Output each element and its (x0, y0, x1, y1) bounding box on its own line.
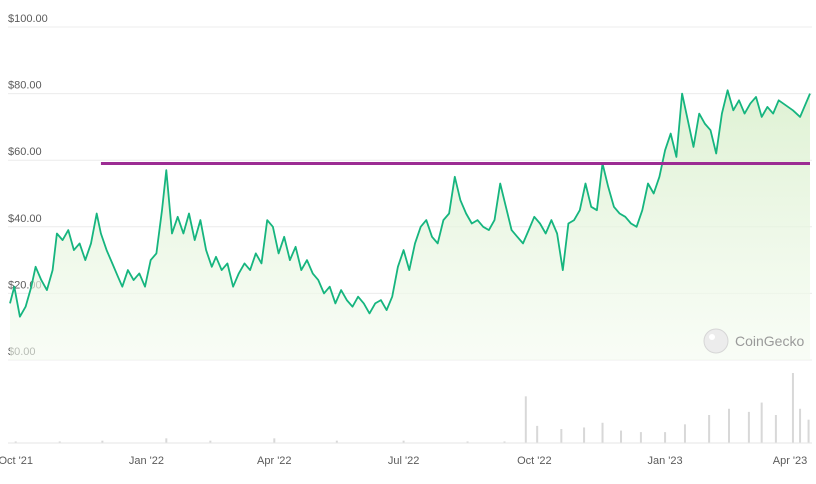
volume-bar (664, 432, 667, 443)
x-axis: Oct '21 Jan '22 Apr '22 Jul '22 Oct '22 Jan '… (0, 455, 807, 467)
volume-bar (760, 402, 763, 443)
volume-bar (639, 432, 642, 443)
x-tick-label: Jan '22 (129, 455, 164, 467)
volume-bar (165, 438, 168, 443)
x-tick-label: Jan '23 (647, 455, 682, 467)
volume-bar (335, 440, 338, 443)
volume-bar (747, 411, 750, 443)
volume-bar (209, 440, 212, 443)
volume-bar (503, 441, 506, 443)
y-tick-label: $80.00 (8, 80, 42, 92)
volume-bar (683, 424, 686, 443)
volume-bar (560, 429, 563, 443)
watermark-text: CoinGecko (735, 333, 804, 349)
volume-bar (273, 438, 276, 443)
volume-bar (466, 441, 469, 443)
volume-bar (524, 396, 527, 443)
volume-bar (601, 422, 604, 443)
y-tick-label: $40.00 (8, 213, 42, 225)
price-area (10, 90, 810, 361)
volume-bar (14, 441, 17, 443)
coingecko-logo-eye (709, 334, 715, 340)
volume-bar (799, 408, 802, 443)
volume-bar (536, 425, 539, 443)
x-tick-label: Oct '22 (517, 455, 552, 467)
volume-bar (402, 440, 405, 443)
x-tick-label: Jul '22 (388, 455, 419, 467)
price-line (9, 89, 811, 318)
volume-bar (791, 373, 794, 443)
volume-bar (58, 441, 61, 443)
x-tick-label: Apr '23 (773, 455, 808, 467)
volume-bar (101, 440, 104, 443)
volume-bars (14, 373, 810, 443)
coingecko-logo-icon (703, 328, 729, 354)
y-axis: $0.00$20.00$40.00$60.00$80.00$100.00 (8, 13, 48, 358)
coingecko-watermark: CoinGecko (703, 328, 804, 354)
volume-bar (583, 427, 586, 443)
x-tick-label: Apr '22 (257, 455, 292, 467)
volume-bar (708, 415, 711, 443)
volume-bar (728, 408, 731, 443)
y-tick-label: $60.00 (8, 146, 42, 158)
volume-bar (774, 415, 777, 443)
y-tick-label: $100.00 (8, 13, 48, 25)
x-tick-label: Oct '21 (0, 455, 33, 467)
volume-bar (807, 419, 810, 443)
volume-bar (620, 430, 623, 443)
